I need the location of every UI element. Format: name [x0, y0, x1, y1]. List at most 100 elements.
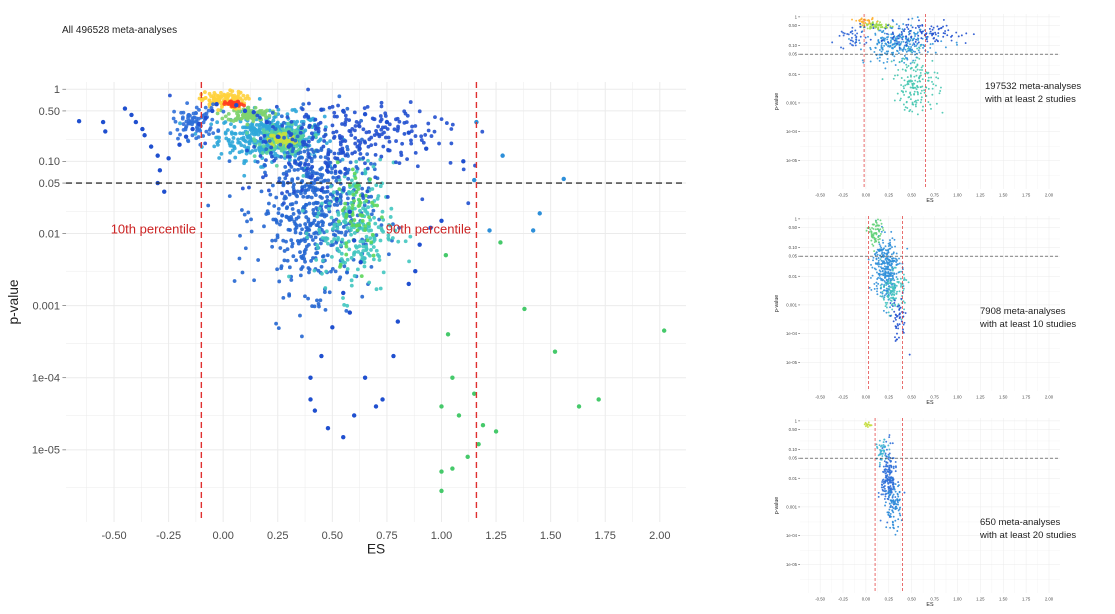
- small-1-point: [908, 96, 911, 98]
- small-3-y-tick-label-0: 1: [795, 418, 798, 423]
- small-3-x-tick-label-2: 0.00: [862, 596, 871, 601]
- small-2-x-tick-label-9: 1.75: [1022, 394, 1031, 399]
- small-1-point: [890, 36, 893, 39]
- small-3-point: [884, 452, 887, 455]
- small-3-x-tick-label-10: 2.00: [1045, 596, 1054, 601]
- small-1-point: [881, 39, 884, 42]
- main-point: [313, 178, 318, 182]
- small-1-point: [937, 32, 940, 35]
- main-point: [349, 133, 354, 138]
- main-point: [236, 137, 241, 142]
- main-point: [289, 278, 294, 282]
- main-point: [338, 142, 343, 147]
- small-2-point: [871, 234, 874, 237]
- small-1-point: [851, 32, 854, 35]
- small-1-point: [913, 61, 916, 64]
- main-point: [337, 170, 342, 175]
- small-2-point: [897, 271, 900, 274]
- small-1-point: [873, 51, 876, 53]
- main-point: [392, 127, 397, 132]
- small-2-point: [894, 340, 897, 342]
- small-1-point: [911, 61, 914, 64]
- small-1-point: [906, 47, 909, 50]
- main-point-34: [341, 290, 346, 296]
- main-point: [402, 109, 407, 114]
- main-point: [262, 123, 267, 128]
- small-2-point: [893, 289, 896, 292]
- small-1-point: [930, 25, 933, 28]
- main-point: [232, 125, 237, 129]
- main-point: [324, 269, 329, 274]
- main-point: [378, 184, 383, 189]
- small-3-point: [888, 455, 890, 458]
- main-point-39: [308, 397, 313, 402]
- main-point: [318, 298, 323, 303]
- main-point: [274, 195, 279, 200]
- small-1-point: [926, 35, 929, 38]
- small-2-point: [895, 292, 898, 295]
- small-3-point: [884, 481, 887, 484]
- main-point: [405, 113, 410, 118]
- main-point: [194, 105, 199, 110]
- small-chart-3-caption-line1: 650 meta-analyses: [980, 517, 1061, 528]
- small-1-point: [916, 56, 919, 59]
- small-2-point: [884, 276, 887, 279]
- main-point: [353, 176, 358, 180]
- main-point: [265, 108, 269, 113]
- small-2-point: [879, 258, 882, 261]
- small-3-point: [880, 452, 883, 455]
- main-point-72: [552, 349, 558, 354]
- main-point: [332, 151, 337, 156]
- small-1-point: [908, 79, 911, 82]
- small-1-point: [855, 36, 858, 39]
- main-point: [316, 129, 321, 134]
- main-point: [329, 254, 334, 259]
- small-2-point: [889, 315, 892, 317]
- main-point-18: [203, 115, 208, 121]
- main-point: [330, 104, 335, 109]
- main-point: [276, 112, 281, 116]
- main-point: [201, 120, 206, 125]
- small-2-point: [888, 258, 891, 261]
- main-point: [383, 135, 388, 140]
- small-2-point: [893, 299, 896, 302]
- small-1-point: [932, 26, 935, 29]
- small-2-point: [881, 269, 884, 272]
- main-point: [419, 138, 424, 142]
- small-1-point: [909, 80, 912, 83]
- small-3-point: [880, 483, 883, 486]
- small-1-point: [919, 68, 921, 71]
- small-2-y-tick-label-1: 0.50: [789, 225, 798, 230]
- main-point: [325, 185, 330, 190]
- small-2-point: [902, 300, 905, 303]
- small-2-point: [871, 243, 874, 246]
- main-point: [245, 148, 249, 153]
- small-1-point: [950, 35, 953, 38]
- small-1-point: [900, 77, 903, 79]
- main-point: [270, 110, 275, 115]
- small-3-point: [888, 468, 891, 471]
- small-1-point: [880, 50, 883, 53]
- small-1-point: [918, 26, 920, 29]
- small-2-point: [907, 281, 910, 284]
- main-point: [334, 129, 339, 134]
- main-point: [373, 221, 378, 226]
- small-3-point: [884, 454, 887, 457]
- main-point: [449, 127, 454, 131]
- small-2-point: [870, 232, 873, 235]
- small-1-point: [934, 51, 937, 54]
- small-1-point: [905, 101, 908, 104]
- small-1-point: [879, 23, 882, 26]
- main-point: [393, 228, 398, 233]
- small-1-point: [934, 40, 937, 43]
- main-point: [359, 252, 364, 257]
- main-point: [346, 190, 351, 194]
- small-2-point: [884, 270, 887, 273]
- main-point: [258, 110, 263, 115]
- small-1-point: [909, 29, 912, 32]
- main-point: [307, 101, 311, 106]
- small-3-point: [897, 484, 900, 487]
- small-1-point: [909, 86, 912, 89]
- small-1-point: [861, 24, 864, 27]
- main-point-75: [596, 397, 601, 402]
